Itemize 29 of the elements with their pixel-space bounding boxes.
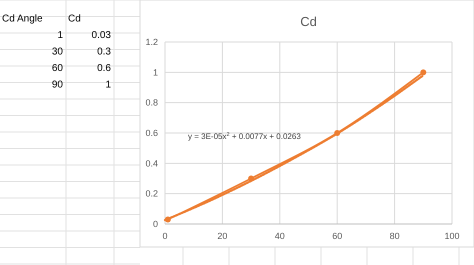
text: 0.03: [92, 30, 112, 41]
point: [334, 130, 340, 136]
y-tick-label: 1: [152, 67, 158, 78]
x-tick-label: 20: [217, 231, 228, 241]
x-tick-label: 100: [444, 231, 460, 241]
text: 30: [52, 46, 64, 58]
point: [420, 69, 426, 76]
text: 0.3: [97, 46, 112, 58]
x-tick-label: 40: [274, 231, 285, 241]
point: [164, 216, 171, 222]
text: 90: [52, 79, 64, 90]
text: 1: [57, 30, 64, 41]
y-tick-label: 0.2: [145, 188, 158, 199]
x-tick-label: 0: [162, 231, 168, 241]
point: [248, 176, 254, 182]
annotation: y = 3E-05x$^{2}$ + 0.0077x + 0.0263: [188, 132, 302, 141]
y-tick-label: 0.4: [145, 158, 158, 168]
text: 60: [52, 62, 64, 74]
y-tick-label: 0.8: [145, 98, 158, 108]
y-tick-label: 0.6: [145, 128, 158, 138]
text: Cd Angle: [2, 13, 44, 24]
text: 1: [105, 79, 112, 90]
y-tick-label: 0: [152, 219, 158, 229]
text: Cd: [68, 13, 81, 24]
text: 0.6: [97, 62, 112, 74]
chart-title: Cd: [300, 14, 317, 29]
x-tick-label: 60: [332, 231, 342, 241]
y-tick-label: 1.2: [145, 37, 158, 47]
x-tick-label: 80: [390, 231, 400, 241]
